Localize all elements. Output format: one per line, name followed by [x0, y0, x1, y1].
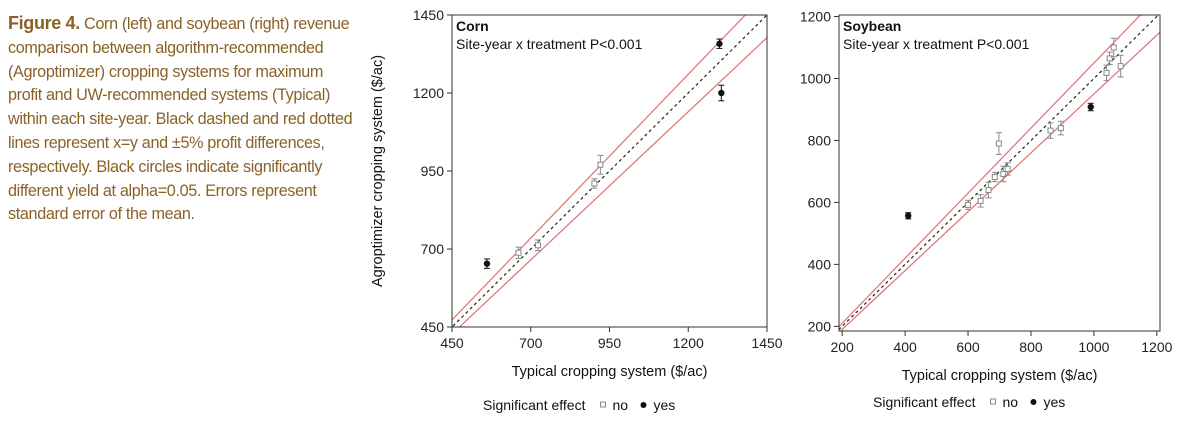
caption-label: Figure 4. [8, 13, 80, 33]
x-tick-label: 1450 [751, 335, 782, 351]
legend-title: Significant effect [873, 394, 976, 410]
legend-no-label: no [1003, 394, 1019, 410]
nonsignificant-point [515, 246, 522, 259]
y-tick-label: 400 [808, 256, 832, 272]
x-tick-label: 1000 [1078, 339, 1109, 355]
x-tick-label: 1200 [673, 335, 704, 351]
y-tick-label: 1450 [413, 7, 444, 23]
x-tick-label: 400 [893, 339, 917, 355]
point-marker-open [1000, 170, 1007, 177]
nonsignificant-point [1004, 162, 1011, 176]
nonsignificant-point [1106, 51, 1113, 66]
y-tick-label: 1000 [800, 71, 831, 87]
nonsignificant-point [1117, 54, 1124, 78]
identity-line [839, 15, 1160, 331]
point-marker-open [991, 174, 998, 181]
point-marker-filled [905, 212, 912, 219]
x-tick-label: 700 [519, 335, 543, 351]
point-marker-open [965, 201, 972, 208]
x-tick-label: 600 [956, 339, 980, 355]
point-marker-open [1106, 55, 1113, 62]
nonsignificant-point [991, 171, 998, 183]
chart-subtitle: Site-year x treatment P<0.001 [456, 36, 643, 52]
legend-yes-label: yes [1044, 394, 1066, 410]
y-tick-label: 700 [421, 241, 445, 257]
upper-5pct-line [452, 15, 747, 321]
reference-lines [839, 15, 1160, 331]
legend-yes-marker [640, 402, 647, 408]
reference-lines [452, 15, 767, 327]
y-tick-label: 800 [808, 132, 832, 148]
y-tick-label: 200 [808, 318, 832, 334]
point-marker-open [985, 187, 992, 194]
x-tick-label: 200 [830, 339, 854, 355]
chart-title: Soybean [843, 18, 901, 34]
legend-yes-label: yes [654, 397, 676, 413]
nonsignificant-point [965, 199, 972, 211]
nonsignificant-point [1110, 37, 1117, 58]
x-axis-label: Typical cropping system ($/ac) [902, 368, 1098, 384]
lower-5pct-line [839, 31, 1160, 331]
plot-frame [838, 14, 1161, 332]
chart-title: Corn [456, 18, 489, 34]
legend-no-marker [600, 401, 606, 408]
point-marker-open [995, 140, 1002, 147]
point-marker-open [534, 242, 541, 249]
significant-point [905, 212, 912, 220]
figure-caption: Figure 4. Corn (left) and soybean (right… [8, 12, 353, 227]
chart-subtitle: Site-year x treatment P<0.001 [843, 36, 1030, 52]
y-tick-label: 600 [808, 194, 832, 210]
point-marker-open [597, 161, 604, 168]
point-marker-open [1004, 165, 1011, 172]
point-marker-open [1117, 63, 1124, 70]
nonsignificant-point [1103, 64, 1110, 82]
legend-yes-marker [1030, 399, 1037, 405]
x-axis-label: Typical cropping system ($/ac) [512, 364, 708, 380]
x-tick-label: 450 [440, 335, 464, 351]
point-marker-open [591, 180, 598, 187]
caption-text: Corn (left) and soybean (right) revenue … [8, 15, 353, 224]
identity-line [452, 15, 767, 327]
significant-point [716, 38, 723, 49]
nonsignificant-point [1047, 122, 1054, 139]
nonsignificant-point [995, 132, 1002, 155]
point-marker-filled [716, 40, 723, 47]
nonsignificant-point [1057, 120, 1064, 136]
x-tick-label: 950 [598, 335, 622, 351]
x-tick-label: 1200 [1141, 339, 1172, 355]
upper-5pct-line [839, 15, 1142, 328]
legend: Significant effect no yes [483, 397, 675, 413]
chart-2: 200 400 600 800 1000 1200 200 400 600 800 1000 1200… [800, 9, 1173, 410]
y-tick-label: 1200 [800, 9, 831, 25]
point-marker-open [1103, 69, 1110, 76]
legend-title: Significant effect [483, 397, 586, 413]
point-marker-open [1110, 44, 1117, 51]
legend: Significant effect no yes [873, 394, 1065, 410]
point-marker-open [977, 197, 984, 204]
x-tick-label: 800 [1019, 339, 1043, 355]
y-tick-label: 450 [421, 319, 445, 335]
y-tick-label: 950 [421, 163, 445, 179]
y-axis-label: Agroptimizer cropping system ($/ac) [370, 55, 386, 287]
significant-point [483, 258, 491, 269]
point-marker-open [1047, 127, 1054, 134]
lower-5pct-line [458, 36, 767, 327]
point-marker-open [515, 249, 522, 256]
point-marker-filled [483, 260, 491, 267]
nonsignificant-point [534, 239, 541, 252]
y-tick-label: 1200 [413, 85, 444, 101]
point-marker-open [1057, 125, 1064, 132]
chart-1: 450 700 950 1200 1450 450 700 950 1200 1450 Corn Si… [370, 7, 783, 413]
nonsignificant-point [591, 178, 598, 189]
legend-no-marker [990, 398, 996, 405]
point-marker-filled [1087, 103, 1094, 111]
significant-point [1087, 102, 1094, 112]
nonsignificant-point [597, 154, 604, 175]
significant-point [718, 84, 725, 102]
legend-no-label: no [613, 397, 629, 413]
nonsignificant-point [985, 181, 992, 199]
nonsignificant-point [977, 194, 984, 208]
point-marker-filled [718, 89, 725, 97]
